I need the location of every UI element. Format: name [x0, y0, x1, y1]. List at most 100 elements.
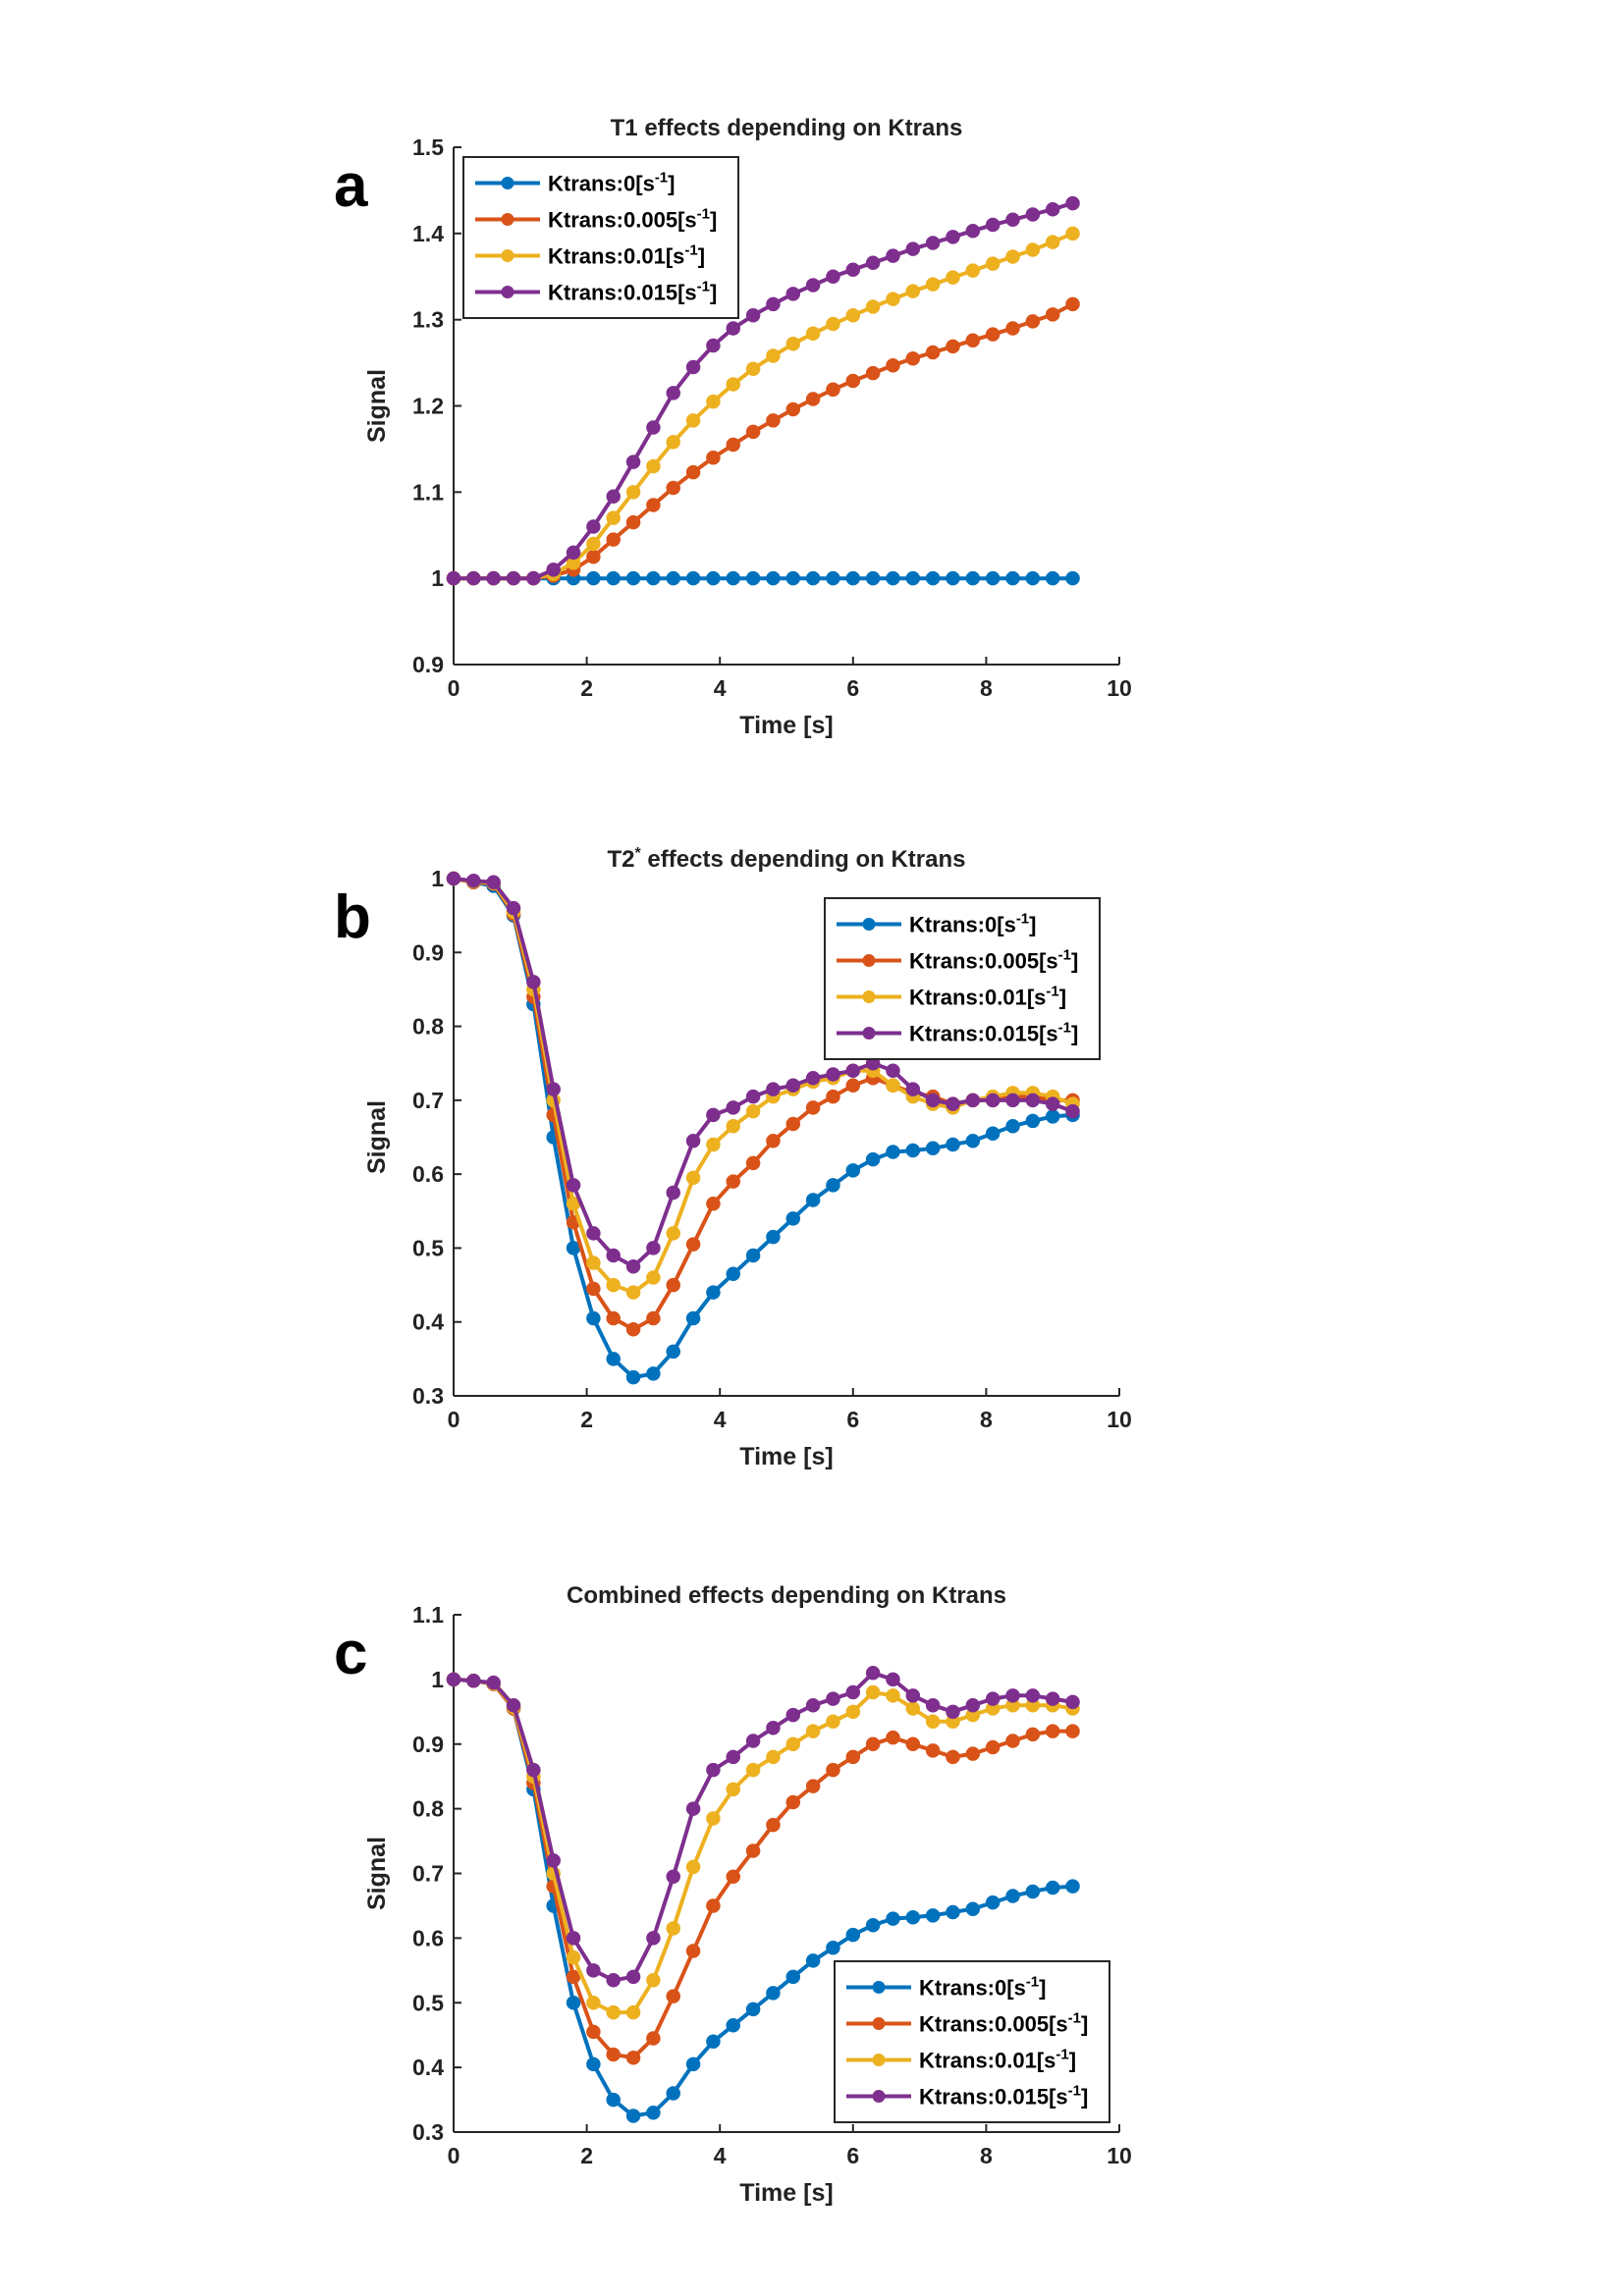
data-point — [666, 1869, 680, 1885]
data-point — [826, 1714, 840, 1729]
legend-label-sup: -1 — [1016, 911, 1029, 928]
data-point — [845, 1927, 861, 1943]
data-point — [526, 975, 541, 989]
legend-item: Ktrans:0.01[s-1] — [475, 242, 705, 269]
data-point — [745, 424, 761, 440]
data-point — [826, 269, 840, 284]
x-tick-label: 8 — [980, 675, 993, 701]
legend-label: Ktrans:0.01[s-1] — [548, 242, 705, 269]
data-point — [1005, 570, 1020, 586]
data-point — [745, 570, 761, 586]
data-point — [886, 1911, 900, 1926]
legend-label-name: Ktrans:0.005[s — [548, 208, 697, 233]
y-tick-label: 1.3 — [412, 307, 444, 333]
data-point — [666, 386, 680, 400]
data-point — [805, 1779, 821, 1793]
data-point — [646, 1972, 661, 1988]
data-point — [905, 350, 921, 366]
data-point — [1025, 570, 1041, 586]
legend: Ktrans:0[s-1]Ktrans:0.005[s-1]Ktrans:0.0… — [834, 1960, 1110, 2123]
data-point — [685, 1310, 701, 1326]
data-point — [805, 278, 821, 293]
data-point — [886, 1145, 900, 1159]
legend-label-end: ] — [1059, 986, 1066, 1010]
legend-item: Ktrans:0[s-1] — [475, 170, 675, 196]
chart-title-rest: effects depending on Ktrans — [641, 846, 966, 873]
legend-label-name: Ktrans:0.005[s — [909, 949, 1058, 974]
data-point — [865, 1736, 881, 1751]
legend-label: Ktrans:0.005[s-1] — [919, 2010, 1088, 2037]
data-point — [766, 1817, 781, 1833]
data-point — [586, 1996, 601, 2010]
legend-label-end: ] — [1069, 2049, 1076, 2073]
legend-label-end: ] — [710, 281, 717, 305]
data-point — [685, 413, 701, 428]
data-point — [965, 1901, 981, 1916]
data-point — [606, 1352, 621, 1366]
data-point — [646, 2031, 661, 2046]
x-tick-label: 6 — [846, 2143, 859, 2168]
data-point — [845, 1163, 861, 1178]
legend-label: Ktrans:0.015[s-1] — [919, 2083, 1088, 2109]
data-point — [845, 1063, 861, 1078]
data-point — [905, 1082, 921, 1096]
data-point — [805, 1071, 821, 1086]
data-point — [586, 2056, 601, 2072]
data-point — [666, 1277, 680, 1293]
data-point — [845, 1078, 861, 1094]
data-point — [805, 1724, 821, 1738]
data-point — [726, 437, 741, 453]
legend-label-end: ] — [1081, 2012, 1088, 2037]
data-point — [1025, 1688, 1041, 1703]
data-point — [646, 498, 661, 512]
legend-swatch-marker — [872, 2017, 886, 2030]
data-point — [666, 480, 680, 496]
legend-item: Ktrans:0.005[s-1] — [846, 2010, 1088, 2037]
data-point — [586, 1310, 601, 1326]
legend-label: Ktrans:0.005[s-1] — [909, 947, 1078, 974]
data-point — [826, 1691, 840, 1706]
legend-label: Ktrans:0.005[s-1] — [548, 206, 717, 233]
data-point — [1065, 1103, 1080, 1119]
data-point — [946, 230, 960, 244]
y-tick-label: 1 — [431, 866, 444, 891]
data-point — [506, 1697, 521, 1713]
data-point — [606, 1972, 621, 1988]
data-point — [1045, 1724, 1060, 1738]
data-point — [845, 308, 861, 323]
data-point — [865, 299, 881, 314]
data-point — [946, 1137, 960, 1152]
chart-title: T1 effects depending on Ktrans — [611, 115, 963, 141]
chart-title: T2* effects depending on Ktrans — [608, 845, 966, 873]
data-point — [625, 1969, 641, 1985]
data-point — [646, 1241, 661, 1255]
data-point — [706, 1137, 721, 1152]
data-point — [586, 570, 601, 586]
x-tick-label: 4 — [714, 2143, 727, 2168]
data-point — [1005, 1093, 1020, 1108]
y-axis-label: Signal — [363, 1100, 391, 1174]
legend-item: Ktrans:0.005[s-1] — [837, 947, 1078, 974]
data-point — [625, 1369, 641, 1385]
data-point — [766, 1749, 781, 1765]
data-point — [666, 1344, 680, 1360]
data-point — [745, 1734, 761, 1748]
chart-panel-c: c Combined effects depending on Ktrans 0 2 4… — [334, 1582, 1132, 2207]
data-point — [985, 256, 1001, 271]
data-point — [666, 1226, 680, 1241]
legend-label: Ktrans:0.01[s-1] — [919, 2047, 1076, 2073]
legend-label-sup: -1 — [1068, 2083, 1081, 2100]
data-point — [1045, 570, 1060, 586]
legend-label-sup: -1 — [697, 279, 710, 295]
data-point — [826, 1178, 840, 1193]
data-point — [1025, 242, 1041, 257]
data-point — [566, 1996, 581, 2010]
legend-label-name: Ktrans:0[s — [909, 913, 1016, 937]
data-point — [805, 326, 821, 341]
data-point — [1005, 321, 1020, 336]
data-point — [805, 1953, 821, 1968]
x-tick-label: 10 — [1107, 675, 1132, 701]
x-axis-label: Time [s] — [739, 1443, 833, 1470]
data-point — [745, 308, 761, 323]
